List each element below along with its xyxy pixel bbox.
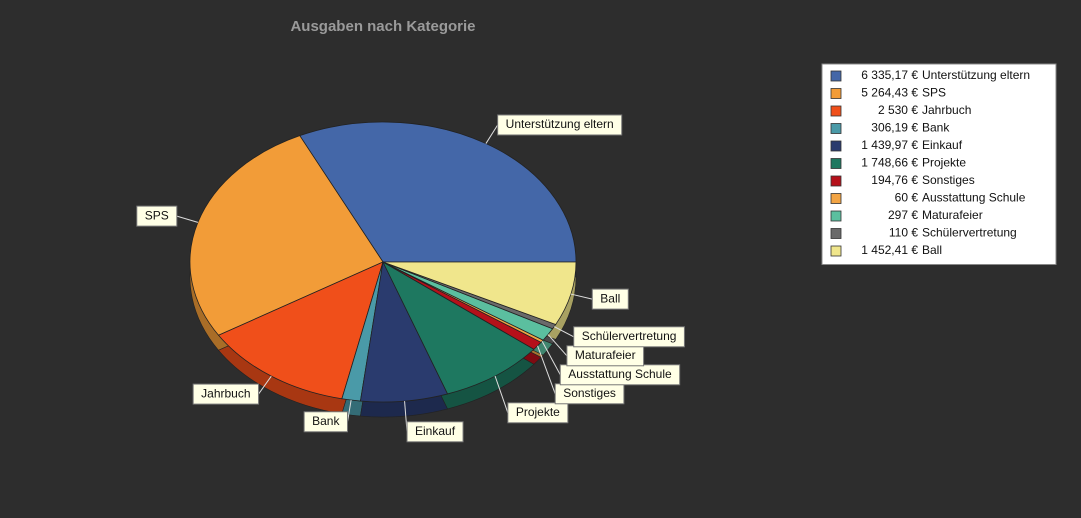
label-box [591,288,629,310]
slice [382,260,535,395]
leader-line [346,399,352,422]
legend-label: Einkauf [922,138,963,152]
slice-label: Einkauf [415,424,456,438]
chart-title: Ausgaben nach Kategorie [290,18,475,35]
legend-swatch [830,158,842,169]
legend-value: 297 € [888,208,918,222]
slice-label: Projekte [516,405,560,419]
legend-swatch [830,105,842,117]
legend-swatch [830,70,842,82]
label-box [136,205,178,227]
label-box [507,402,569,424]
slice-label: Sonstiges [563,386,616,400]
slice-label: Unterstützung eltern [506,117,614,131]
slice [299,121,577,263]
label-box [497,114,623,136]
legend-swatch [830,175,842,187]
legend-label: Schülervertretung [922,226,1017,240]
legend-swatch [830,123,842,134]
leader-line [494,375,509,413]
label-box [406,421,464,443]
legend-swatch [830,140,842,152]
legend-value: 110 € [889,226,918,240]
legend-swatch [830,210,842,222]
legend-value: 60 € [895,191,919,205]
slice-label: Maturafeier [575,348,636,362]
label-box [192,383,260,405]
legend-swatch [830,88,842,99]
legend-label: Sonstiges [922,173,975,187]
leader-line [547,334,568,357]
slice-label: SPS [145,208,169,222]
slice-label: Schülervertretung [582,329,677,343]
legend-label: Unterstützung eltern [922,68,1030,82]
legend-label: Ball [922,243,942,257]
leader-line [258,375,272,395]
slice-label: Bank [312,414,340,428]
legend-value: 1 439,97 € [861,138,918,152]
legend-label: Projekte [922,156,966,170]
slice [217,261,384,400]
legend-value: 306,19 € [871,121,918,135]
leader-line [176,215,199,223]
legend-swatch [830,193,842,204]
legend-label: Bank [922,121,950,135]
legend-swatch [830,245,842,257]
slice [189,135,384,336]
legend-label: Jahrbuch [922,103,971,117]
slice-label: Ball [600,291,620,305]
legend-value: 1 452,41 € [861,243,918,257]
legend-value: 6 335,17 € [861,68,918,82]
legend-value: 5 264,43 € [861,86,918,100]
legend-label: Ausstattung Schule [922,191,1026,205]
leader-line [570,293,593,300]
slice-label: Ausstattung Schule [568,367,672,381]
leader-line [485,124,499,144]
legend-value: 2 530 € [878,103,918,117]
label-box [303,411,348,433]
leader-line [537,345,556,394]
legend-box [821,63,1057,265]
leader-line [553,326,574,338]
legend-label: SPS [922,86,946,100]
slice-label: Jahrbuch [201,386,250,400]
legend-label: Maturafeier [922,208,983,222]
label-box [573,326,685,348]
legend-value: 194,76 € [871,173,918,187]
legend-swatch [830,228,842,239]
legend-value: 1 748,66 € [861,156,918,170]
leader-line [541,340,561,376]
